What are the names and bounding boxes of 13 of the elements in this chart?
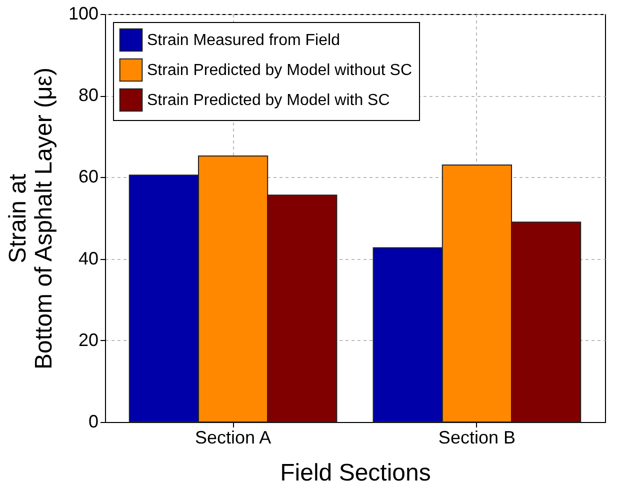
y-tick-label: 40 — [78, 248, 98, 268]
legend-label: Strain Predicted by Model without SC — [147, 62, 412, 79]
legend-label: Strain Measured from Field — [147, 32, 340, 49]
y-tick-label: 60 — [78, 166, 98, 187]
y-tick-label: 20 — [78, 330, 98, 350]
x-tick-label: Section A — [195, 428, 272, 448]
y-tick-label: 80 — [78, 85, 98, 106]
x-tick-label: Section B — [438, 428, 516, 448]
x-axis-title: Field Sections — [280, 460, 431, 486]
legend-label: Strain Predicted by Model with SC — [147, 92, 390, 109]
y-tick-label: 100 — [68, 4, 98, 24]
y-tick-label: 0 — [88, 412, 98, 432]
y-axis-title: Strain at Bottom of Asphalt Layer (με) — [4, 68, 58, 370]
